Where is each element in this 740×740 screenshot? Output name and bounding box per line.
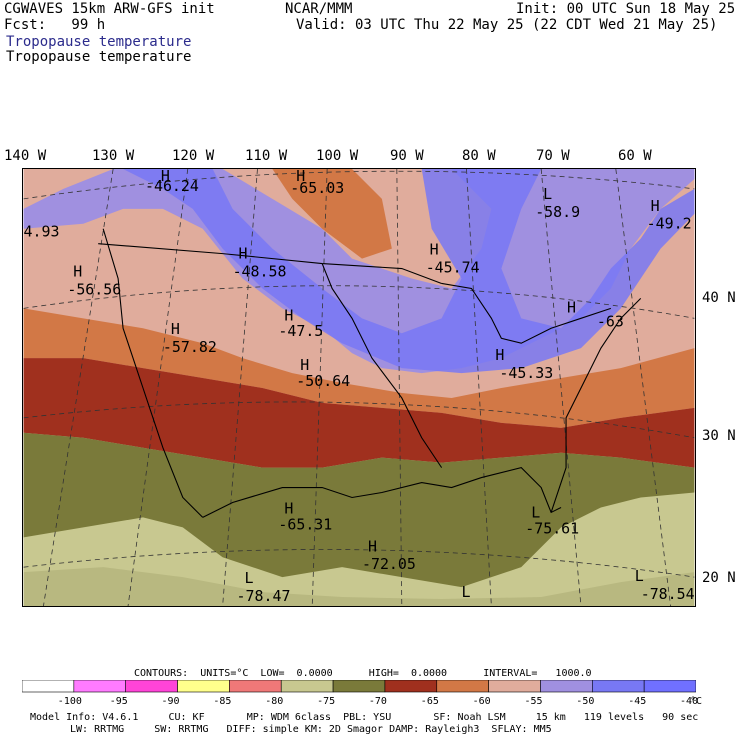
colorbar-swatch bbox=[436, 680, 489, 693]
model-info-line1: Model Info: V4.6.1 CU: KF MP: WDM 6class… bbox=[30, 712, 699, 723]
lon-label: 70 W bbox=[536, 148, 570, 164]
forecast-hour: Fcst: 99 h bbox=[4, 17, 106, 33]
colorbar-tick-label: -100 bbox=[57, 696, 82, 707]
map-label-value: -49.2 bbox=[647, 215, 692, 233]
colorbar-tick-label: -40 bbox=[680, 696, 699, 707]
model-info-line2: LW: RRTMG SW: RRTMG DIFF: simple KM: 2D … bbox=[70, 724, 552, 735]
map-label-letter: H bbox=[651, 197, 660, 215]
colorbar-swatch bbox=[229, 680, 282, 693]
graticule bbox=[23, 169, 695, 606]
colorbar-swatch bbox=[177, 680, 230, 693]
map-label-value: -63 bbox=[597, 312, 624, 330]
map-label-value: -46.24 bbox=[145, 177, 199, 195]
lon-label: 140 W bbox=[4, 148, 47, 164]
tropopause-temperature-map: H -46.24 H -65.03 L -58.9 H -49.2 4.93 H… bbox=[22, 168, 696, 607]
colorbar-swatch bbox=[643, 680, 696, 693]
map-label-value: -47.5 bbox=[278, 322, 323, 340]
colorbar-tick-label: -80 bbox=[265, 696, 284, 707]
map-label-letter: H bbox=[239, 245, 248, 263]
map-label-value: -45.74 bbox=[426, 259, 480, 277]
map-label-value: -50.64 bbox=[296, 372, 350, 390]
colorbar-swatch bbox=[22, 680, 75, 693]
map-label-value: -48.58 bbox=[233, 263, 287, 281]
colorbar-tick-label: -65 bbox=[420, 696, 439, 707]
colorbar-tick-label: -45 bbox=[628, 696, 647, 707]
map-label-value: -57.82 bbox=[163, 338, 217, 356]
map-label-value: -72.05 bbox=[362, 555, 416, 573]
colorbar-swatch bbox=[384, 680, 438, 693]
map-label-value: -58.9 bbox=[535, 203, 580, 221]
lon-label: 100 W bbox=[316, 148, 359, 164]
init-time: Init: 00 UTC Sun 18 May 25 bbox=[516, 1, 736, 17]
colorbar-swatch bbox=[540, 680, 593, 693]
colorbar-swatch bbox=[488, 680, 541, 693]
map-label-letter: L bbox=[245, 569, 254, 587]
lat-label: 40 N bbox=[702, 290, 736, 306]
colorbar-tick-label: -50 bbox=[576, 696, 595, 707]
band-60-to-55-north bbox=[272, 169, 392, 259]
colorbar-tick-label: -70 bbox=[368, 696, 387, 707]
colorbar-swatch bbox=[592, 680, 645, 693]
lon-label: 80 W bbox=[462, 148, 496, 164]
coastlines-borders bbox=[98, 228, 642, 518]
colorbar-tick-label: -90 bbox=[161, 696, 180, 707]
colorbar-labels: -100 -95 -90 -85 -80 -75 -70 -65 -60 -55 -50 -45 -40… bbox=[22, 696, 722, 708]
colorbar-tick-label: -95 bbox=[109, 696, 128, 707]
colorbar-tick-label: -85 bbox=[213, 696, 232, 707]
band-65-to-60 bbox=[23, 358, 695, 468]
lon-label: 90 W bbox=[390, 148, 424, 164]
map-label-letter: H bbox=[368, 537, 377, 555]
lon-label: 120 W bbox=[172, 148, 215, 164]
contours-info: CONTOURS: UNITS=°C LOW= 0.0000 HIGH= 0.0… bbox=[134, 668, 592, 679]
lon-label: 110 W bbox=[245, 148, 288, 164]
institution: NCAR/MMM bbox=[285, 1, 353, 17]
map-label-letter: H bbox=[567, 298, 576, 316]
map-label-letter: H bbox=[296, 168, 305, 185]
map-label-value: -65.03 bbox=[290, 179, 344, 197]
colorbar-tick-label: -60 bbox=[472, 696, 491, 707]
band-60-to-55 bbox=[23, 308, 695, 428]
colorbar-tick-label: -75 bbox=[317, 696, 336, 707]
colorbar-swatch bbox=[73, 680, 126, 693]
band-75-to-70 bbox=[23, 492, 695, 606]
map-label-letter: L bbox=[543, 185, 552, 203]
valid-time: Valid: 03 UTC Thu 22 May 25 (22 CDT Wed … bbox=[296, 17, 718, 33]
colorbar-unit: °C bbox=[690, 696, 703, 707]
map-label-letter: L bbox=[531, 503, 540, 521]
map-label-letter: L bbox=[462, 583, 471, 601]
map-label-letter: L bbox=[635, 567, 644, 585]
map-label-letter: H bbox=[73, 263, 82, 281]
map-label-value: -56.56 bbox=[67, 280, 121, 298]
map-label-value: -78.47 bbox=[237, 587, 291, 605]
map-label-value: -75.61 bbox=[525, 519, 579, 537]
map-label-letter: H bbox=[430, 241, 439, 259]
colorbar-swatch bbox=[280, 680, 334, 693]
map-label-letter: H bbox=[161, 168, 170, 185]
colorbar-swatch bbox=[332, 680, 386, 693]
map-label-value: 4.93 bbox=[24, 223, 60, 241]
map-label-letter: H bbox=[284, 306, 293, 324]
colorbar-tick-label: -55 bbox=[524, 696, 543, 707]
map-label-value: -65.31 bbox=[278, 515, 332, 533]
map-label-letter: H bbox=[284, 499, 293, 517]
band-45-to-40 bbox=[123, 169, 695, 374]
lon-label: 130 W bbox=[92, 148, 135, 164]
lon-label: 60 W bbox=[618, 148, 652, 164]
lat-label: 30 N bbox=[702, 428, 736, 444]
map-label-letter: H bbox=[171, 320, 180, 338]
map-label-value: -78.54 bbox=[641, 585, 695, 603]
band-80-to-75 bbox=[23, 567, 695, 606]
lat-label: 20 N bbox=[702, 570, 736, 586]
field-title-shaded: Tropopause temperature bbox=[6, 34, 192, 50]
field-title-contour: Tropopause temperature bbox=[6, 49, 192, 65]
map-label-value: -45.33 bbox=[499, 364, 553, 382]
map-label-letter: H bbox=[300, 356, 309, 374]
model-title: CGWAVES 15km ARW-GFS init bbox=[4, 1, 215, 17]
colorbar bbox=[22, 680, 696, 693]
colorbar-swatch bbox=[125, 680, 178, 693]
map-label-letter: H bbox=[495, 346, 504, 364]
